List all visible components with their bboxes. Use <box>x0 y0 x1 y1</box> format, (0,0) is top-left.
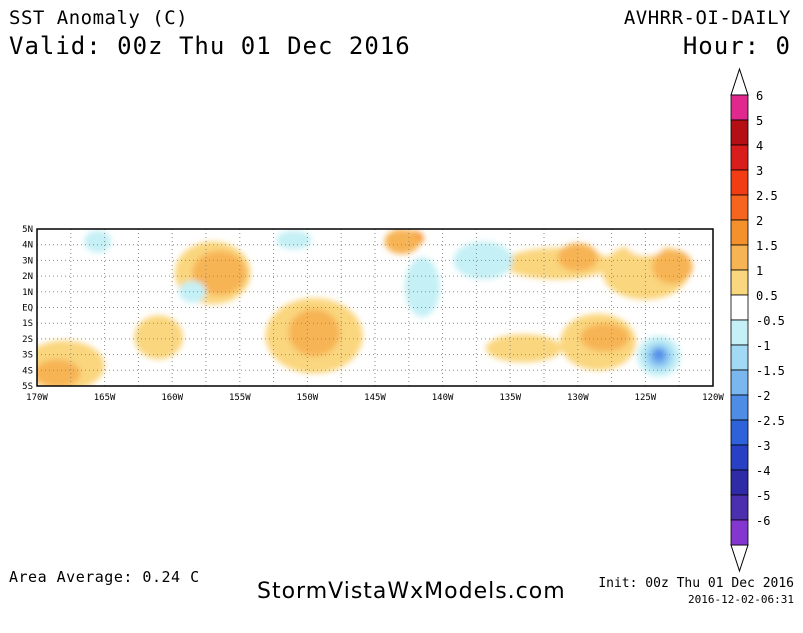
colorbar-swatch <box>730 519 749 546</box>
colorbar-label: 3 <box>756 164 763 178</box>
colorbar-label: -1.5 <box>756 364 785 378</box>
colorbar-swatch <box>730 494 749 521</box>
colorbar-swatch <box>730 419 749 446</box>
colorbar-swatch <box>730 144 749 171</box>
colorbar-label: -5 <box>756 489 770 503</box>
colorbar-label: 5 <box>756 114 763 128</box>
colorbar-label: -2 <box>756 389 770 403</box>
anomaly-region <box>37 359 81 386</box>
longitude-labels: 170W 165W 160W 155W 150W 145W 140W 135W 130W 125W… <box>26 393 724 403</box>
colorbar-swatch <box>730 469 749 496</box>
lat-label: 4S <box>22 366 33 376</box>
init-time: Init: 00z Thu 01 Dec 2016 <box>598 576 794 591</box>
map-title: SST Anomaly (C) <box>9 7 189 29</box>
color-scale-bar: 6 5 4 3 2.5 2 1.5 1 0.5 -0.5 -1 -1.5 -2 -2.5 -3 -4 -5 -6 <box>730 67 785 573</box>
colorbar-label: 6 <box>756 89 763 103</box>
lon-label: 160W <box>161 393 183 403</box>
lon-label: 125W <box>635 393 657 403</box>
colorbar-label: 2 <box>756 214 763 228</box>
colorbar-label: -0.5 <box>756 314 785 328</box>
colorbar-swatch <box>730 194 749 221</box>
colorbar-label: 4 <box>756 139 763 153</box>
colorbar-swatch <box>730 319 749 346</box>
colorbar-swatch <box>730 444 749 471</box>
colorbar-swatch <box>730 119 749 146</box>
lat-label: 3N <box>22 256 33 266</box>
lat-label: 2N <box>22 272 33 282</box>
colorbar-swatch <box>730 94 749 121</box>
colorbar-label: -4 <box>756 464 770 478</box>
area-average: Area Average: 0.24 C <box>9 568 200 586</box>
lat-label: EQ <box>22 304 33 314</box>
lon-label: 135W <box>499 393 521 403</box>
lon-label: 145W <box>364 393 386 403</box>
map-frame <box>36 228 714 387</box>
anomaly-region <box>384 229 420 255</box>
latitude-labels: 5N 4N 3N 2N 1N EQ 1S 2S 3S 4S 5S <box>22 225 33 392</box>
anomaly-region <box>178 280 206 303</box>
colorbar-swatch <box>730 344 749 371</box>
anomaly-region <box>580 323 630 352</box>
colorbar-bottom-arrow <box>730 544 749 573</box>
anomaly-region <box>404 257 440 317</box>
anomaly-region <box>652 249 693 284</box>
website-watermark: StormVistaWxModels.com <box>257 579 566 604</box>
anomaly-region <box>134 315 184 360</box>
colorbar-label: -3 <box>756 439 770 453</box>
anomaly-region <box>485 334 562 363</box>
lat-label: 5S <box>22 382 33 392</box>
colorbar-swatch <box>730 369 749 396</box>
anomaly-field-layer <box>37 229 693 386</box>
anomaly-region <box>276 230 312 250</box>
lat-label: 4N <box>22 241 33 251</box>
anomaly-region <box>453 241 513 280</box>
colorbar-label: -1 <box>756 339 770 353</box>
colorbar-label: 1.5 <box>756 239 778 253</box>
colorbar-swatch <box>730 269 749 296</box>
anomaly-region <box>84 230 112 253</box>
anomaly-region <box>288 309 340 357</box>
gridlines <box>37 229 713 386</box>
colorbar-label: 0.5 <box>756 289 778 303</box>
lon-label: 150W <box>297 393 319 403</box>
anomaly-region <box>625 229 666 256</box>
data-source: AVHRR-OI-DAILY <box>623 7 791 29</box>
anomaly-region <box>653 349 665 361</box>
colorbar-label: 1 <box>756 264 763 278</box>
colorbar-swatch <box>730 244 749 271</box>
lon-label: 120W <box>702 393 724 403</box>
lon-label: 165W <box>94 393 116 403</box>
valid-time: Valid: 00z Thu 01 Dec 2016 <box>9 32 411 60</box>
colorbar-label: -6 <box>756 514 770 528</box>
colorbar-swatch <box>730 219 749 246</box>
lat-label: 1N <box>22 288 33 298</box>
colorbar-swatch <box>730 169 749 196</box>
lat-label: 2S <box>22 335 33 345</box>
colorbar-top-arrow <box>730 67 749 96</box>
colorbar-label: 2.5 <box>756 189 778 203</box>
lat-label: 1S <box>22 319 33 329</box>
lon-label: 170W <box>26 393 48 403</box>
colorbar-swatch <box>730 394 749 421</box>
colorbar-swatch <box>730 294 749 321</box>
lon-label: 155W <box>229 393 251 403</box>
lon-label: 140W <box>432 393 454 403</box>
lat-label: 3S <box>22 351 33 361</box>
colorbar-label: -2.5 <box>756 414 785 428</box>
forecast-hour: Hour: 0 <box>682 32 791 60</box>
timestamp: 2016-12-02-06:31 <box>688 593 794 606</box>
lon-label: 130W <box>567 393 589 403</box>
lat-label: 5N <box>22 225 33 235</box>
